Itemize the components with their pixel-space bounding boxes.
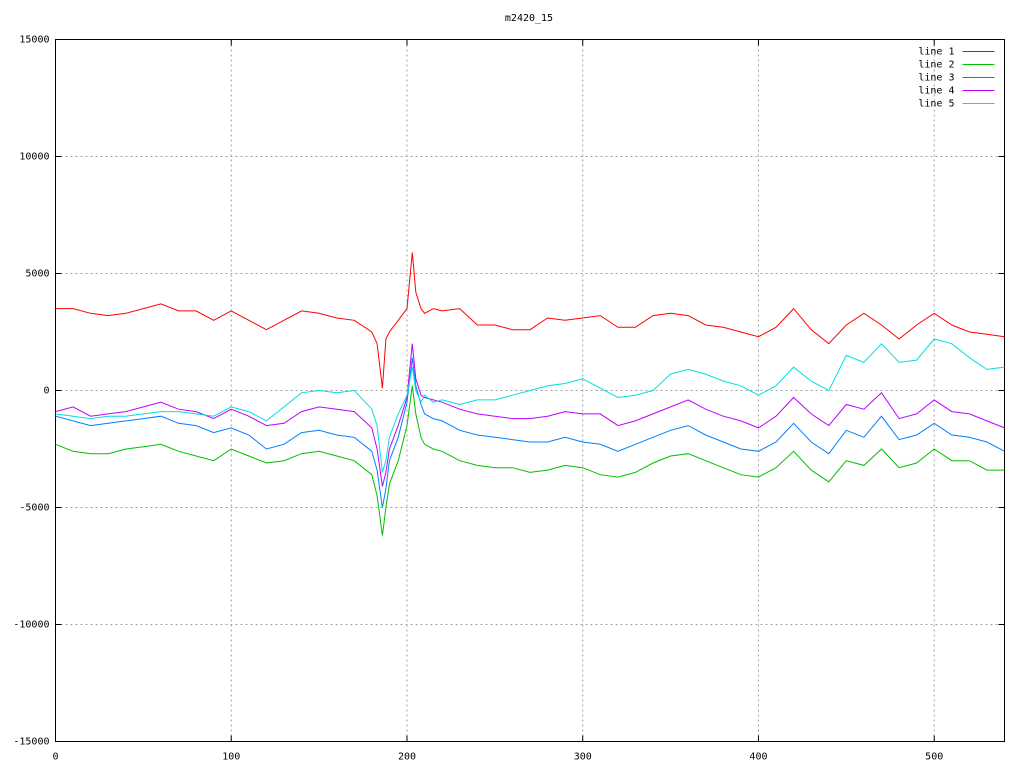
plot-frame	[55, 39, 1005, 742]
x-tick-label: 0	[52, 752, 58, 763]
x-tick-label: 100	[222, 752, 240, 763]
y-tick-label: -5000	[19, 503, 49, 514]
legend-label: line 5	[918, 99, 954, 110]
y-tick-label: 15000	[19, 35, 49, 46]
x-tick-label: 200	[398, 752, 416, 763]
x-tick-label: 400	[749, 752, 767, 763]
legend-label: line 2	[918, 60, 954, 71]
chart-title: m2420_15	[505, 13, 553, 24]
data-line	[55, 338, 1005, 473]
data-line	[55, 343, 1005, 487]
y-tick-label: -15000	[13, 737, 49, 748]
x-tick-label: 500	[925, 752, 943, 763]
legend-label: line 1	[918, 47, 954, 58]
legend-label: line 4	[918, 86, 954, 97]
data-line	[55, 357, 1005, 508]
data-line	[55, 385, 1005, 536]
y-tick-label: 5000	[25, 269, 49, 280]
y-tick-label: -10000	[13, 620, 49, 631]
legend-label: line 3	[918, 73, 954, 84]
data-line	[55, 252, 1005, 389]
x-tick-label: 300	[574, 752, 592, 763]
y-tick-label: 10000	[19, 152, 49, 163]
y-tick-label: 0	[43, 386, 49, 397]
